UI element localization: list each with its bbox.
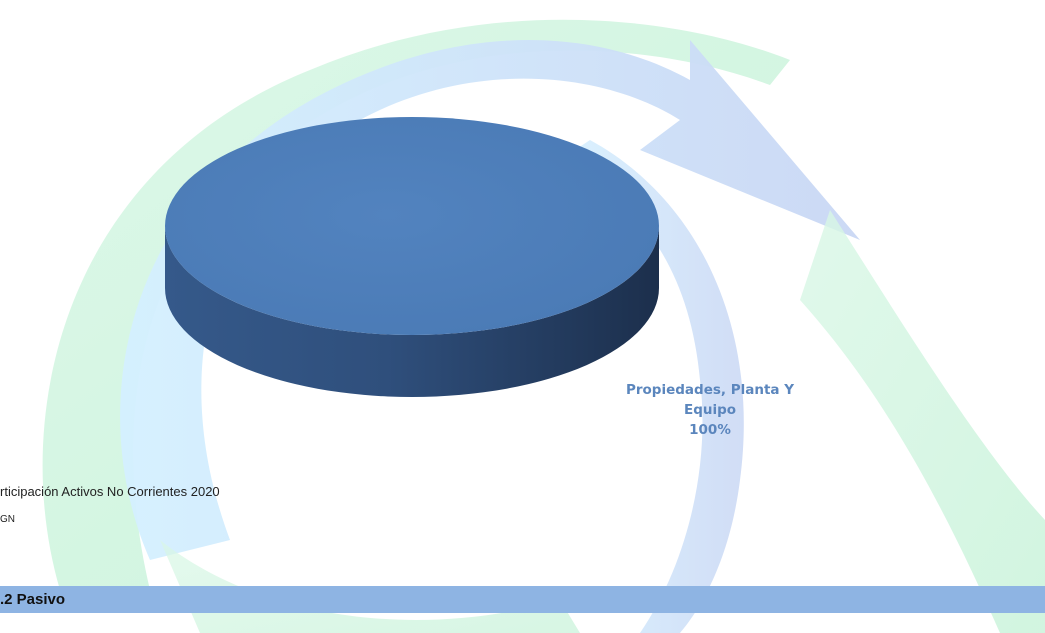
section-title: .2 Pasivo [0, 591, 66, 608]
section-header-bar: .2 Pasivo [0, 586, 1045, 613]
slice-data-label: Propiedades, Planta Y Equipo 100% [600, 380, 820, 440]
figure-source: GN [0, 514, 15, 525]
pie-slice-side-1 [165, 226, 659, 397]
slice-label-percent: 100% [689, 422, 731, 438]
slice-label-category-line2: Equipo [683, 402, 737, 418]
slice-label-category-line1: Propiedades, Planta Y [625, 382, 794, 398]
pie-slice-1 [165, 117, 659, 335]
figure-caption: rticipación Activos No Corrientes 2020 [0, 484, 220, 499]
